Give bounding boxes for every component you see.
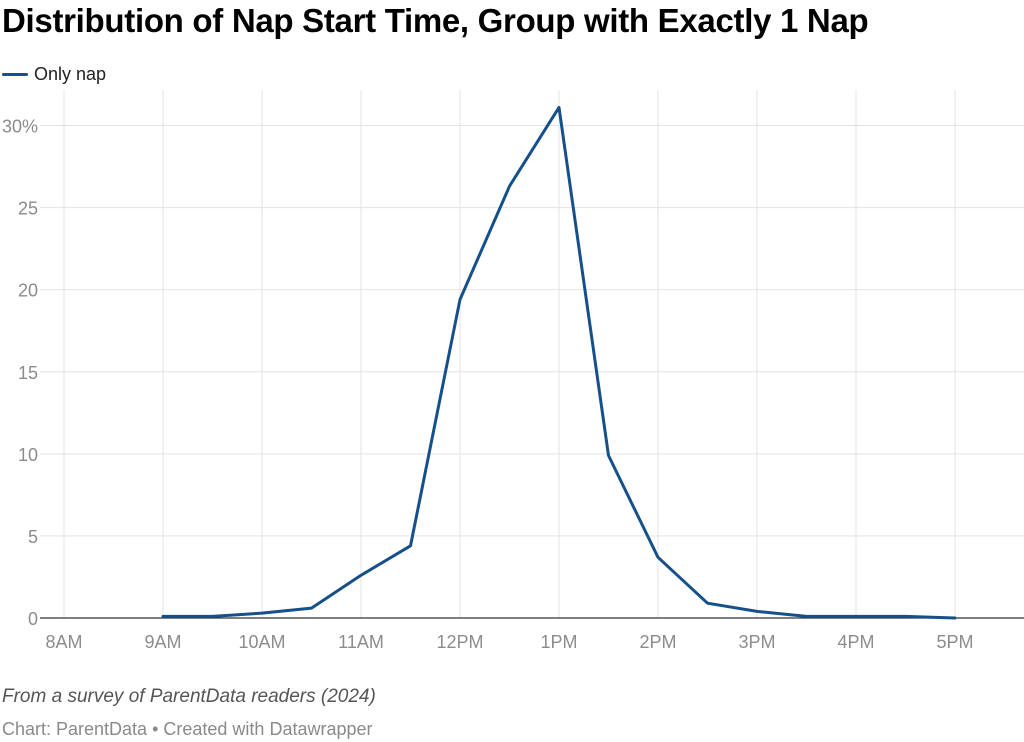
chart-title: Distribution of Nap Start Time, Group wi… [2,2,869,39]
line-chart: 0 5 10 15 20 25 30% 8AM 9AM 10AM 11AM 12PM 1PM 2PM 3PM… [2,90,1024,652]
x-tick-label: 3PM [738,632,775,652]
legend: Only nap [2,64,106,85]
y-tick-label: 5 [28,527,38,547]
x-tick-label: 8AM [45,632,82,652]
x-tick-label: 4PM [837,632,874,652]
x-tick-label: 9AM [144,632,181,652]
credit-line: Chart: ParentData • Created with Datawrapp… [2,719,373,740]
chart-credit: Chart: ParentData [2,719,148,739]
y-tick-label: 0 [28,609,38,629]
source-note: From a survey of ParentData readers (202… [2,686,376,707]
axis-layer: 0 5 10 15 20 25 30% 8AM 9AM 10AM 11AM 12PM 1PM 2PM 3PM… [2,117,1024,652]
y-tick-label: 25 [18,199,38,219]
legend-label: Only nap [34,64,107,84]
series-line [161,105,957,620]
x-tick-label: 2PM [639,632,676,652]
y-tick-label: 15 [18,363,38,383]
y-tick-label: 30% [2,117,38,137]
x-tick-label: 5PM [936,632,973,652]
created-with: Created with Datawrapper [163,719,373,739]
grid-layer [40,90,1024,618]
series-layer [161,105,957,620]
y-tick-label: 20 [18,281,38,301]
x-tick-label: 1PM [540,632,577,652]
x-tick-label: 12PM [436,632,483,652]
x-tick-label: 11AM [338,632,384,652]
x-tick-label: 10AM [238,632,285,652]
legend-swatch [2,73,28,76]
credit-separator: • [152,719,159,739]
y-tick-label: 10 [18,445,38,465]
